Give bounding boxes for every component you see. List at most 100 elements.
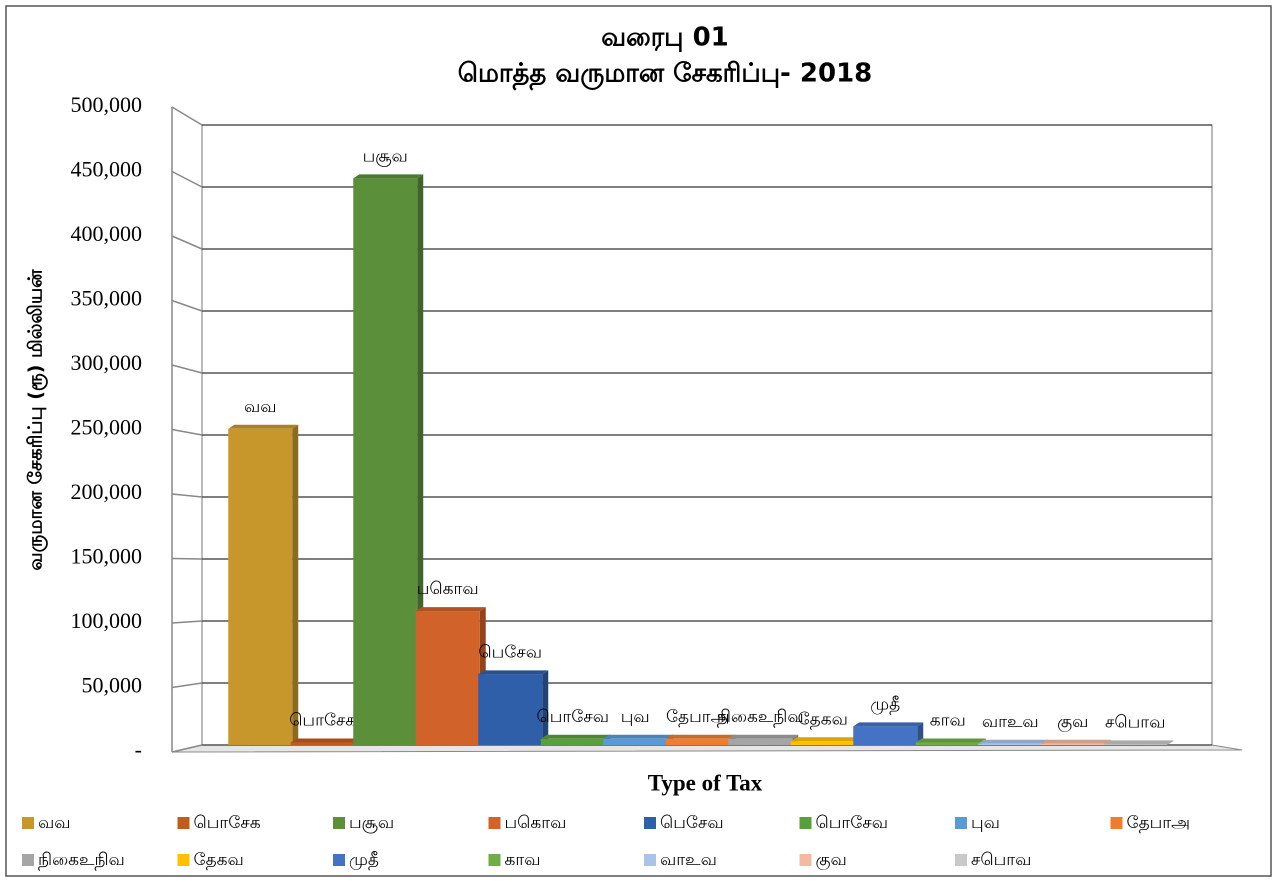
bar-side	[417, 174, 424, 745]
y-tick-label: 500,000	[71, 92, 143, 117]
side-grid-line	[171, 364, 203, 374]
legend-swatch	[799, 817, 812, 829]
legend-label: பசூவ	[349, 813, 394, 833]
bar	[415, 611, 480, 745]
bar-top	[790, 737, 861, 742]
bar	[540, 738, 605, 745]
data-label: பொசேக	[289, 711, 356, 731]
y-tick-label: -	[135, 737, 142, 762]
bar-top	[415, 607, 486, 612]
legend-swatch	[799, 854, 812, 866]
chart-title: வரைபு 01	[601, 23, 729, 53]
legend-swatch	[488, 817, 501, 829]
legend-label: தேபாஅ	[1127, 813, 1191, 833]
y-tick-label: 350,000	[71, 286, 143, 311]
data-label: முதீ	[870, 694, 900, 714]
legend-label: குவ	[816, 850, 847, 870]
legend-label: புவ	[971, 813, 1000, 833]
bar	[665, 738, 730, 745]
data-label: பெசேவ	[478, 642, 542, 662]
y-tick-label: 450,000	[71, 157, 143, 182]
bar-top	[1103, 740, 1174, 745]
data-label: பொசேவ	[536, 707, 609, 727]
side-grid-line	[171, 493, 203, 498]
bar	[1040, 743, 1105, 745]
bar	[603, 738, 668, 745]
legend-label: பொசேக	[194, 813, 261, 833]
side-grid-line	[171, 299, 203, 312]
legend-swatch	[644, 817, 656, 829]
data-label: வவ	[244, 397, 277, 417]
bar-top	[603, 734, 674, 739]
legend-swatch	[333, 854, 345, 866]
bar	[853, 726, 918, 745]
x-axis-label: Type of Tax	[648, 770, 763, 795]
bar-top	[228, 424, 299, 429]
bar-top	[665, 734, 736, 739]
legend-label: பெசேவ	[660, 813, 724, 833]
bar-top	[353, 174, 424, 179]
legend-swatch	[955, 817, 967, 829]
y-tick-label: 50,000	[82, 673, 143, 698]
y-tick-label: 300,000	[71, 350, 143, 375]
data-label: தேகவ	[798, 709, 848, 729]
legend-label: வாஉவ	[660, 850, 717, 870]
bar-side	[292, 424, 299, 745]
legend-label: பொசேவ	[816, 813, 889, 833]
bar	[915, 742, 980, 745]
bar-side	[1167, 740, 1174, 745]
legend-label: சபொவ	[971, 850, 1031, 870]
bar-top	[915, 738, 986, 743]
y-tick-label: 150,000	[71, 544, 143, 569]
bar-top	[290, 738, 361, 743]
side-grid-line	[171, 682, 203, 689]
y-tick-label: 400,000	[71, 221, 143, 246]
data-label: பசூவ	[363, 146, 408, 166]
side-grid-line	[171, 620, 203, 624]
bar	[978, 743, 1043, 745]
bar-top	[978, 739, 1049, 744]
data-label: காவ	[930, 711, 966, 731]
legend-swatch	[1110, 817, 1123, 829]
legend-label: வவ	[38, 813, 71, 833]
legend-swatch	[177, 817, 190, 829]
bar-top	[853, 722, 924, 727]
side-grid-line	[171, 428, 203, 436]
legend-label: நிகைஉநிவ	[38, 850, 125, 871]
data-label: வாஉவ	[982, 712, 1039, 732]
bar	[790, 741, 855, 745]
bar-top	[1040, 739, 1111, 744]
legend-label: தேகவ	[194, 850, 244, 870]
bar	[353, 178, 418, 745]
data-label: தேபாஅ	[666, 707, 730, 727]
y-tick-label: 100,000	[71, 608, 143, 633]
legend-swatch	[177, 854, 190, 866]
legend-swatch	[22, 854, 34, 866]
chart-subtitle: மொத்த வருமான சேகரிப்பு- 2018	[458, 59, 873, 91]
legend-label: பகொவ	[505, 813, 567, 833]
data-label: குவ	[1057, 712, 1088, 732]
legend-swatch	[644, 854, 656, 866]
bar	[1103, 744, 1168, 745]
y-axis-label: வருமான சேகரிப்பு (ரூ) மில்லியன்	[25, 269, 49, 571]
side-grid-line	[171, 557, 203, 560]
legend-swatch	[333, 817, 345, 829]
bar-top	[728, 734, 799, 739]
bar-side	[542, 670, 549, 745]
data-label: நிகைஉநிவ	[717, 707, 804, 728]
bar-top	[478, 670, 549, 675]
legend-swatch	[22, 817, 34, 829]
bar	[728, 738, 793, 745]
bar	[290, 742, 355, 745]
bar-top	[540, 734, 611, 739]
data-label: பகொவ	[417, 579, 479, 599]
data-label: புவ	[621, 707, 650, 727]
side-grid-line	[171, 744, 203, 753]
legend-label: முதீ	[349, 850, 379, 870]
side-grid-line	[171, 235, 203, 250]
data-label: சபொவ	[1105, 712, 1165, 732]
legend-label: காவ	[505, 850, 541, 870]
side-grid-line	[171, 170, 203, 188]
legend-swatch	[955, 854, 967, 866]
